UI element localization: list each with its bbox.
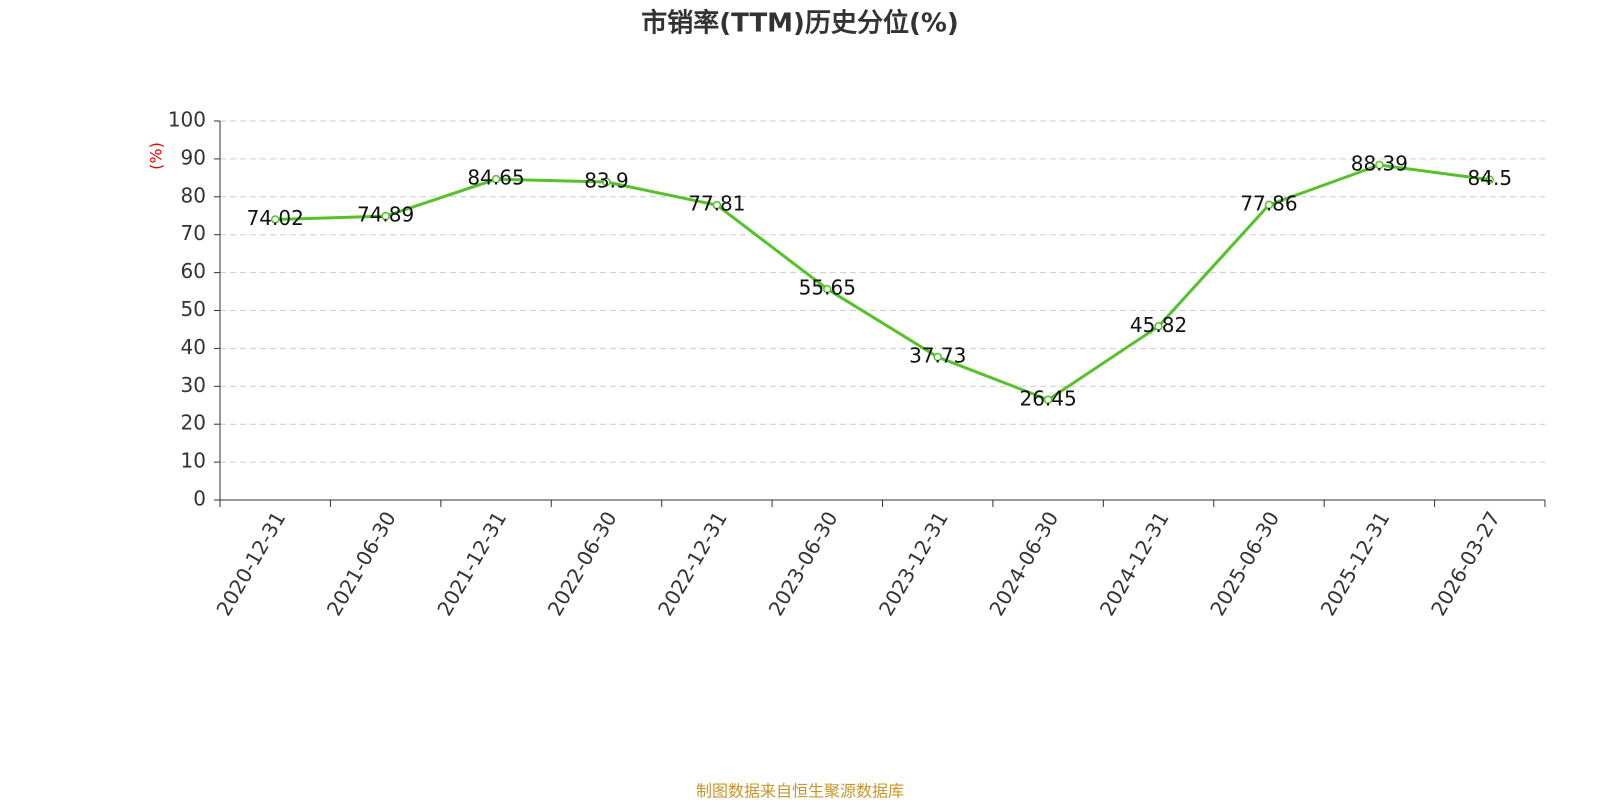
y-tick-label: 10 <box>181 449 206 473</box>
data-label: 84.65 <box>467 166 524 190</box>
data-label: 83.9 <box>584 169 629 193</box>
data-point <box>1154 322 1163 331</box>
x-tick-label: 2023-12-31 <box>874 507 953 620</box>
chart-title: 市销率(TTM)历史分位(%) <box>641 8 959 39</box>
y-tick-label: 0 <box>193 487 206 511</box>
x-tick-label: 2025-06-30 <box>1205 507 1284 620</box>
x-tick-label: 2021-12-31 <box>432 507 511 620</box>
data-label: 37.73 <box>909 344 966 368</box>
x-tick-label: 2026-03-27 <box>1426 507 1505 620</box>
y-tick-label: 100 <box>168 108 206 132</box>
data-label: 77.86 <box>1240 191 1297 215</box>
x-tick-label: 2022-12-31 <box>653 507 732 620</box>
x-tick-label: 2022-06-30 <box>543 507 622 620</box>
x-tick-label: 2020-12-31 <box>211 507 290 620</box>
y-tick-label: 80 <box>181 183 206 207</box>
data-point <box>712 200 722 210</box>
y-axis-label: (%) <box>147 142 166 170</box>
x-tick-label: 2024-06-30 <box>984 507 1063 620</box>
y-tick-label: 20 <box>181 411 206 435</box>
data-line <box>275 163 1490 402</box>
data-point <box>491 174 501 184</box>
data-point <box>1375 160 1384 170</box>
data-point <box>381 211 390 221</box>
y-tick-label: 60 <box>181 259 206 283</box>
y-tick-label: 70 <box>181 221 206 245</box>
data-point <box>1264 200 1274 210</box>
x-tick-label: 2023-06-30 <box>763 507 842 620</box>
data-label: 74.02 <box>247 206 304 230</box>
data-point <box>270 215 280 224</box>
x-tick-label: 2024-12-31 <box>1095 507 1174 620</box>
data-label: 74.89 <box>357 203 414 227</box>
data-label: 55.65 <box>799 276 856 300</box>
data-point <box>823 284 832 294</box>
x-tick-label: 2021-06-30 <box>322 507 401 620</box>
data-label: 45.82 <box>1130 313 1187 337</box>
footer: 制图数据来自恒生聚源数据库 <box>696 782 904 800</box>
y-tick-label: 90 <box>181 145 206 169</box>
data-point <box>602 177 611 187</box>
data-label: 77.81 <box>688 192 745 216</box>
data-label: 84.5 <box>1468 166 1513 190</box>
data-point <box>933 352 942 362</box>
y-tick-label: 40 <box>181 335 206 359</box>
data-label: 26.45 <box>1019 386 1076 410</box>
y-tick-label: 30 <box>181 373 206 397</box>
data-label: 88.39 <box>1351 152 1408 176</box>
data-point <box>1485 175 1495 184</box>
data-point <box>1043 395 1053 405</box>
y-tick-label: 50 <box>181 297 206 321</box>
x-tick-label: 2025-12-31 <box>1316 507 1395 620</box>
